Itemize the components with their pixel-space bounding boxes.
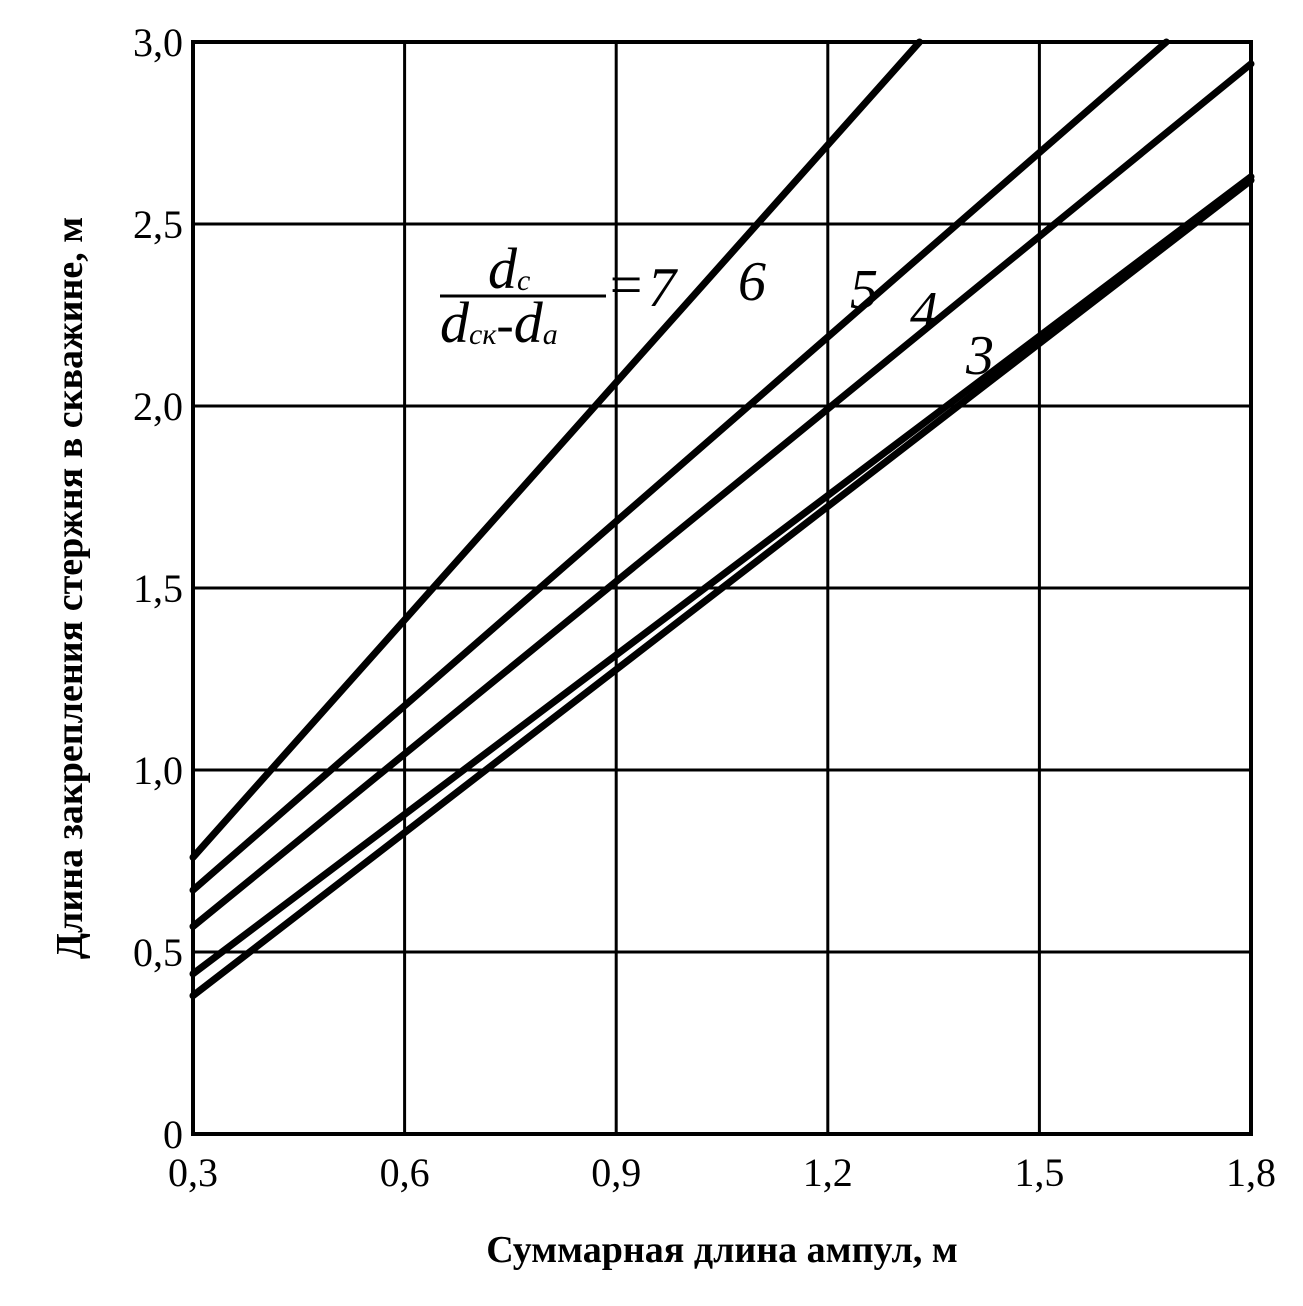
series-line-7 xyxy=(189,38,923,861)
y-tick-label: 3,0 xyxy=(133,20,183,65)
ratio-denominator2: d xyxy=(514,290,544,355)
series-label-7: 7 xyxy=(648,257,678,319)
x-tick-label: 0,9 xyxy=(591,1150,641,1195)
series-line-3 xyxy=(189,176,1255,1000)
x-axis-title: Суммарная длина ампул, м xyxy=(486,1229,957,1271)
y-tick-label: 1,0 xyxy=(133,748,183,793)
y-tick-label: 2,0 xyxy=(133,384,183,429)
x-tick-label: 0,6 xyxy=(380,1150,430,1195)
ratio-numerator: d xyxy=(488,236,518,301)
ratio-denominator-sub: cк xyxy=(469,318,497,351)
x-tick-label: 1,8 xyxy=(1226,1150,1276,1195)
series-group xyxy=(189,38,1255,1000)
y-tick-label: 0 xyxy=(163,1112,183,1157)
series-label-4: 4 xyxy=(910,281,938,343)
ratio-equals: = xyxy=(606,252,645,317)
y-tick-label: 1,5 xyxy=(133,566,183,611)
ratio-numerator-sub: c xyxy=(517,264,530,297)
svg-text:dcк-da: dcк-da xyxy=(440,290,558,355)
y-tick-label: 0,5 xyxy=(133,930,183,975)
x-tick-label: 1,2 xyxy=(803,1150,853,1195)
x-tick-label: 0,3 xyxy=(168,1150,218,1195)
ratio-minus: - xyxy=(496,297,513,354)
x-tick-labels: 0,3 0,6 0,9 1,2 1,5 1,8 xyxy=(168,1150,1276,1195)
plot-frame xyxy=(191,40,1253,1136)
svg-text:dc: dc xyxy=(488,236,530,301)
series-line-6 xyxy=(189,38,1170,894)
y-tick-labels: 0 0,5 1,0 1,5 2,0 2,5 3,0 xyxy=(133,20,183,1157)
series-label-5: 5 xyxy=(850,259,878,321)
ratio-denominator: d xyxy=(440,290,470,355)
series-line-5 xyxy=(189,60,1255,931)
series-label-6: 6 xyxy=(738,251,766,313)
series-line-4 xyxy=(189,173,1255,978)
series-label-3: 3 xyxy=(965,325,994,387)
y-tick-label: 2,5 xyxy=(133,202,183,247)
x-tick-label: 1,5 xyxy=(1014,1150,1064,1195)
y-axis-title: Длина закрепления стержня в скважине, м xyxy=(49,217,91,959)
ratio-denominator2-sub: a xyxy=(543,318,558,351)
ratio-label: dc dcк-da = xyxy=(440,236,645,355)
